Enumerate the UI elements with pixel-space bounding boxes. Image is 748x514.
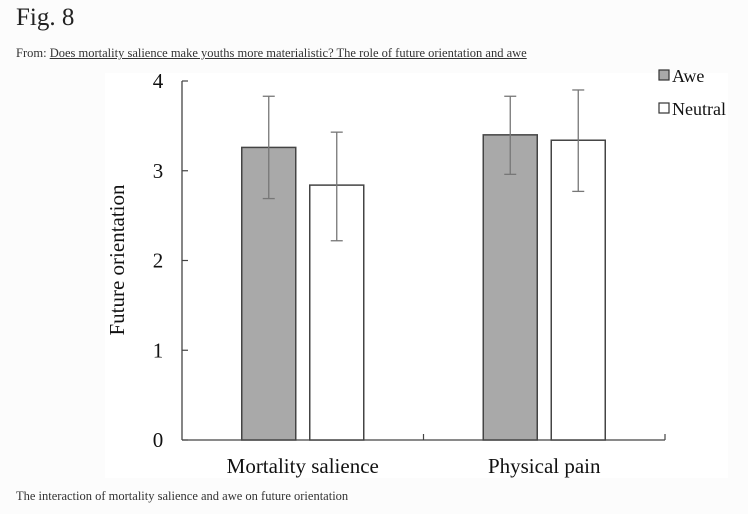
article-link[interactable]: Does mortality salience make youths more… [49, 46, 527, 60]
y-tick-label: 1 [153, 338, 164, 362]
y-tick-label: 3 [153, 159, 164, 183]
y-tick-label: 4 [153, 69, 164, 93]
y-tick-label: 2 [153, 249, 164, 273]
legend-label-awe: Awe [672, 66, 704, 86]
figure-caption: The interaction of mortality salience an… [16, 489, 349, 503]
chart-area [105, 73, 728, 478]
x-tick-label: Physical pain [488, 454, 601, 478]
figure-title: Fig. 8 [16, 4, 75, 31]
legend-label-neutral: Neutral [672, 99, 726, 119]
legend-swatch-neutral [658, 102, 670, 114]
from-prefix: From: [16, 46, 50, 60]
legend-swatch-awe [658, 69, 670, 81]
y-axis-label: Future orientation [105, 184, 129, 336]
bar-awe [482, 134, 538, 441]
source-line: From: Does mortality salience make youth… [16, 46, 527, 61]
x-tick-label: Mortality salience [227, 454, 379, 478]
y-tick-label: 0 [153, 428, 164, 452]
